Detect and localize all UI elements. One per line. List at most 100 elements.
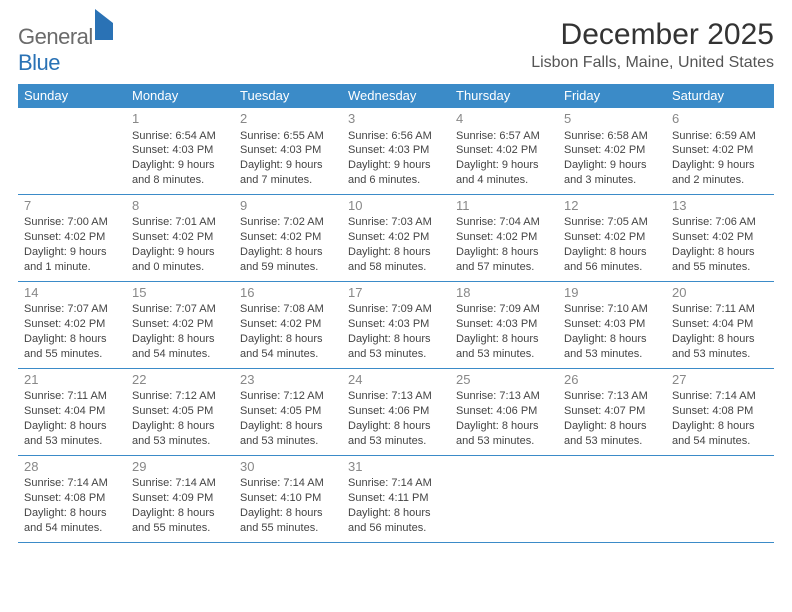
sunrise-text: Sunrise: 7:11 AM — [24, 389, 120, 404]
sunset-text: Sunset: 4:05 PM — [132, 404, 228, 419]
calendar-cell: 30Sunrise: 7:14 AMSunset: 4:10 PMDayligh… — [234, 455, 342, 542]
weekday-header: Friday — [558, 84, 666, 108]
day-number: 8 — [132, 197, 228, 215]
calendar-cell: 15Sunrise: 7:07 AMSunset: 4:02 PMDayligh… — [126, 281, 234, 368]
logo-text-general: General — [18, 24, 93, 49]
calendar-cell: 24Sunrise: 7:13 AMSunset: 4:06 PMDayligh… — [342, 368, 450, 455]
calendar-cell: 13Sunrise: 7:06 AMSunset: 4:02 PMDayligh… — [666, 194, 774, 281]
sunrise-text: Sunrise: 7:14 AM — [132, 476, 228, 491]
sunrise-text: Sunrise: 6:55 AM — [240, 129, 336, 144]
daylight-text: Daylight: 9 hours — [132, 245, 228, 260]
sunrise-text: Sunrise: 7:13 AM — [348, 389, 444, 404]
sunset-text: Sunset: 4:03 PM — [132, 143, 228, 158]
sunrise-text: Sunrise: 7:09 AM — [456, 302, 552, 317]
calendar-week-row: 1Sunrise: 6:54 AMSunset: 4:03 PM Daylight… — [18, 108, 774, 195]
daylight-text: Daylight: 8 hours — [348, 245, 444, 260]
sunrise-text: Sunrise: 7:02 AM — [240, 215, 336, 230]
daylight-text: and 53 minutes. — [564, 347, 660, 362]
daylight-text: and 55 minutes. — [240, 521, 336, 536]
calendar-cell: 28Sunrise: 7:14 AMSunset: 4:08 PMDayligh… — [18, 455, 126, 542]
calendar-week-row: 28Sunrise: 7:14 AMSunset: 4:08 PMDayligh… — [18, 455, 774, 542]
calendar-cell: 3Sunrise: 6:56 AMSunset: 4:03 PMDaylight… — [342, 108, 450, 195]
weekday-header: Tuesday — [234, 84, 342, 108]
sunset-text: Sunset: 4:03 PM — [456, 317, 552, 332]
sunset-text: Sunset: 4:02 PM — [132, 230, 228, 245]
sunrise-text: Sunrise: 7:05 AM — [564, 215, 660, 230]
calendar-cell: 27Sunrise: 7:14 AMSunset: 4:08 PMDayligh… — [666, 368, 774, 455]
daylight-text: Daylight: 8 hours — [672, 332, 768, 347]
sunrise-text: Sunrise: 7:14 AM — [240, 476, 336, 491]
sunrise-text: Sunrise: 6:54 AM — [132, 129, 228, 144]
sunrise-text: Sunrise: 7:13 AM — [564, 389, 660, 404]
daylight-text: and 56 minutes. — [564, 260, 660, 275]
calendar-cell: 4Sunrise: 6:57 AMSunset: 4:02 PMDaylight… — [450, 108, 558, 195]
sunset-text: Sunset: 4:08 PM — [672, 404, 768, 419]
daylight-text: and 4 minutes. — [456, 173, 552, 188]
daylight-text: and 55 minutes. — [24, 347, 120, 362]
day-number: 15 — [132, 284, 228, 302]
daylight-text: Daylight: 8 hours — [24, 419, 120, 434]
daylight-text: and 3 minutes. — [564, 173, 660, 188]
logo: General Blue — [18, 24, 113, 76]
sunset-text: Sunset: 4:02 PM — [672, 230, 768, 245]
calendar-cell: 11Sunrise: 7:04 AMSunset: 4:02 PMDayligh… — [450, 194, 558, 281]
weekday-header-row: Sunday Monday Tuesday Wednesday Thursday… — [18, 84, 774, 108]
day-number: 21 — [24, 371, 120, 389]
sunset-text: Sunset: 4:07 PM — [564, 404, 660, 419]
day-number: 1 — [132, 110, 228, 128]
sunrise-text: Sunrise: 7:12 AM — [132, 389, 228, 404]
sunset-text: Sunset: 4:02 PM — [240, 230, 336, 245]
calendar-cell — [450, 455, 558, 542]
daylight-text: Daylight: 8 hours — [240, 332, 336, 347]
sunset-text: Sunset: 4:02 PM — [348, 230, 444, 245]
calendar-cell: 9Sunrise: 7:02 AMSunset: 4:02 PMDaylight… — [234, 194, 342, 281]
daylight-text: and 53 minutes. — [456, 347, 552, 362]
day-number: 5 — [564, 110, 660, 128]
day-number: 28 — [24, 458, 120, 476]
sunrise-text: Sunrise: 7:07 AM — [132, 302, 228, 317]
sunset-text: Sunset: 4:11 PM — [348, 491, 444, 506]
calendar-cell: 25Sunrise: 7:13 AMSunset: 4:06 PMDayligh… — [450, 368, 558, 455]
day-number: 23 — [240, 371, 336, 389]
daylight-text: Daylight: 8 hours — [132, 332, 228, 347]
daylight-text: and 53 minutes. — [348, 347, 444, 362]
sunrise-text: Sunrise: 7:14 AM — [24, 476, 120, 491]
daylight-text: Daylight: 8 hours — [24, 332, 120, 347]
sunset-text: Sunset: 4:03 PM — [564, 317, 660, 332]
daylight-text: and 53 minutes. — [672, 347, 768, 362]
daylight-text: and 57 minutes. — [456, 260, 552, 275]
sunrise-text: Sunrise: 7:09 AM — [348, 302, 444, 317]
calendar-cell: 8Sunrise: 7:01 AMSunset: 4:02 PMDaylight… — [126, 194, 234, 281]
daylight-text: and 53 minutes. — [456, 434, 552, 449]
daylight-text: Daylight: 8 hours — [24, 506, 120, 521]
calendar-cell: 6Sunrise: 6:59 AMSunset: 4:02 PMDaylight… — [666, 108, 774, 195]
logo-triangle-icon — [95, 9, 113, 40]
daylight-text: Daylight: 8 hours — [456, 419, 552, 434]
daylight-text: and 54 minutes. — [132, 347, 228, 362]
calendar-cell: 14Sunrise: 7:07 AMSunset: 4:02 PMDayligh… — [18, 281, 126, 368]
sunset-text: Sunset: 4:06 PM — [348, 404, 444, 419]
day-number: 13 — [672, 197, 768, 215]
day-number: 11 — [456, 197, 552, 215]
calendar-cell: 17Sunrise: 7:09 AMSunset: 4:03 PMDayligh… — [342, 281, 450, 368]
day-number: 17 — [348, 284, 444, 302]
daylight-text: Daylight: 8 hours — [456, 332, 552, 347]
day-number: 9 — [240, 197, 336, 215]
sunrise-text: Sunrise: 7:11 AM — [672, 302, 768, 317]
daylight-text: and 7 minutes. — [240, 173, 336, 188]
calendar-table: Sunday Monday Tuesday Wednesday Thursday… — [18, 84, 774, 543]
daylight-text: Daylight: 8 hours — [348, 419, 444, 434]
day-number: 26 — [564, 371, 660, 389]
day-number: 31 — [348, 458, 444, 476]
daylight-text: Daylight: 8 hours — [564, 419, 660, 434]
sunrise-text: Sunrise: 7:03 AM — [348, 215, 444, 230]
calendar-cell: 16Sunrise: 7:08 AMSunset: 4:02 PMDayligh… — [234, 281, 342, 368]
daylight-text: Daylight: 9 hours — [672, 158, 768, 173]
logo-text-blue: Blue — [18, 50, 60, 75]
weekday-header: Wednesday — [342, 84, 450, 108]
month-title: December 2025 — [531, 18, 774, 52]
daylight-text: Daylight: 9 hours — [240, 158, 336, 173]
sunset-text: Sunset: 4:02 PM — [456, 143, 552, 158]
calendar-cell: 5Sunrise: 6:58 AMSunset: 4:02 PMDaylight… — [558, 108, 666, 195]
sunset-text: Sunset: 4:03 PM — [348, 317, 444, 332]
